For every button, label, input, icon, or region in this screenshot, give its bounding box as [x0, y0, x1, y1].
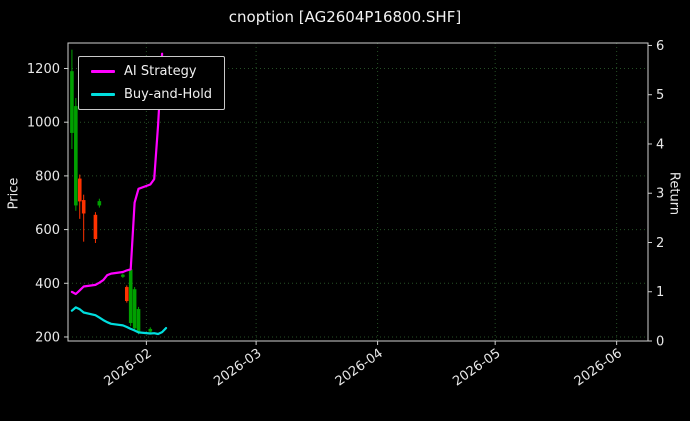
svg-text:200: 200	[35, 330, 60, 345]
legend-item-buy-and-hold: Buy-and-Hold	[91, 87, 212, 102]
svg-text:5: 5	[656, 88, 664, 103]
svg-text:2: 2	[656, 236, 664, 251]
svg-text:2026-04: 2026-04	[333, 346, 386, 389]
svg-text:2026-06: 2026-06	[572, 346, 625, 389]
svg-text:4: 4	[656, 137, 664, 152]
svg-text:800: 800	[35, 169, 60, 184]
chart-title: cnoption [AG2604P16800.SHF]	[228, 8, 462, 26]
svg-text:2026-05: 2026-05	[450, 346, 503, 389]
svg-text:1: 1	[656, 285, 664, 300]
svg-text:1200: 1200	[27, 62, 60, 77]
svg-text:600: 600	[35, 223, 60, 238]
svg-text:400: 400	[35, 277, 60, 292]
buy-and-hold-line-swatch	[91, 93, 115, 96]
svg-text:2026-03: 2026-03	[211, 346, 264, 389]
svg-text:0: 0	[656, 335, 664, 350]
svg-text:3: 3	[656, 187, 664, 202]
legend-label-buy-and-hold: Buy-and-Hold	[124, 87, 213, 102]
ai-strategy-line-swatch	[91, 70, 115, 73]
svg-text:6: 6	[656, 39, 664, 54]
svg-text:2026-02: 2026-02	[102, 346, 155, 389]
legend-label-ai-strategy: AI Strategy	[124, 64, 197, 79]
svg-text:1000: 1000	[27, 116, 60, 131]
legend-item-ai-strategy: AI Strategy	[91, 64, 212, 79]
legend: AI Strategy Buy-and-Hold	[78, 56, 226, 110]
